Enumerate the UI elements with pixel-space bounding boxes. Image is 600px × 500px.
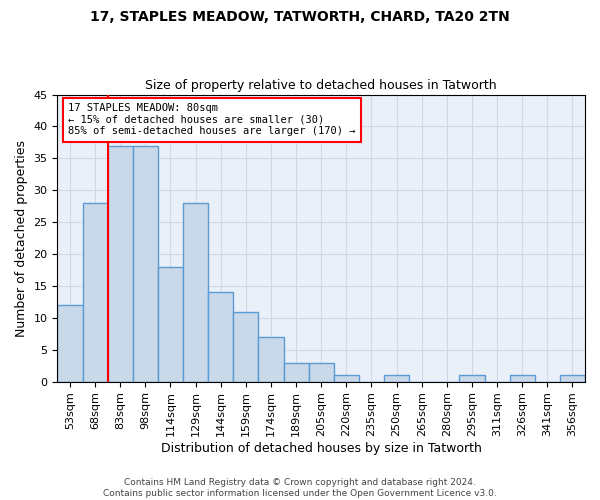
Y-axis label: Number of detached properties: Number of detached properties [15, 140, 28, 336]
Bar [158, 267, 183, 382]
X-axis label: Distribution of detached houses by size in Tatworth: Distribution of detached houses by size … [161, 442, 482, 455]
Bar [509, 376, 535, 382]
Bar [284, 362, 308, 382]
Bar [83, 203, 107, 382]
Bar [560, 376, 585, 382]
Bar [107, 146, 133, 382]
Text: 17 STAPLES MEADOW: 80sqm
← 15% of detached houses are smaller (30)
85% of semi-d: 17 STAPLES MEADOW: 80sqm ← 15% of detach… [68, 103, 355, 136]
Text: 17, STAPLES MEADOW, TATWORTH, CHARD, TA20 2TN: 17, STAPLES MEADOW, TATWORTH, CHARD, TA2… [90, 10, 510, 24]
Bar [308, 362, 334, 382]
Bar [208, 292, 233, 382]
Bar [259, 337, 284, 382]
Bar [334, 376, 359, 382]
Bar [460, 376, 485, 382]
Text: Contains HM Land Registry data © Crown copyright and database right 2024.
Contai: Contains HM Land Registry data © Crown c… [103, 478, 497, 498]
Title: Size of property relative to detached houses in Tatworth: Size of property relative to detached ho… [145, 79, 497, 92]
Bar [58, 305, 83, 382]
Bar [133, 146, 158, 382]
Bar [384, 376, 409, 382]
Bar [233, 312, 259, 382]
Bar [183, 203, 208, 382]
